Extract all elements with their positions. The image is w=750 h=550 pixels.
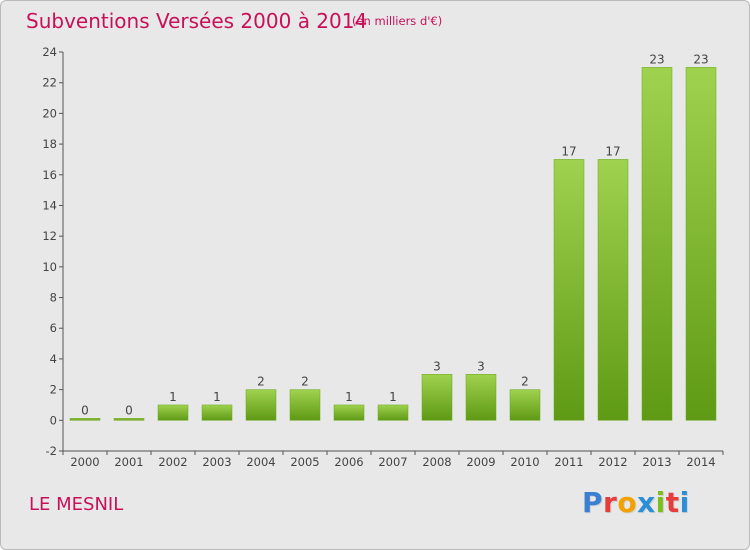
logo-letter: r [603,486,618,519]
labels-group: 0 0 1 1 2 2 1 1 3 3 2 17 17 23 23 [81,52,708,417]
x-tick-label: 2010 [510,455,539,469]
y-tick-label: 14 [42,198,57,212]
data-label: 1 [169,390,177,404]
bar [333,404,365,421]
data-label: 23 [693,52,708,66]
bars-group [69,67,717,421]
x-tick-label: 2003 [202,455,231,469]
data-label: 2 [301,375,309,389]
data-label: 0 [81,403,89,417]
y-tick-label: 4 [50,352,57,366]
y-tick-label: 22 [42,76,57,90]
bar [597,159,629,421]
x-tick-label: 2011 [554,455,583,469]
data-label: 17 [605,144,620,158]
y-tick-label: 6 [50,321,57,335]
y-tick-label: 24 [42,45,57,59]
bar [157,404,189,421]
x-tick-label: 2009 [466,455,495,469]
logo-letter: t [665,486,680,519]
logo-letter: i [655,486,666,519]
x-tick-label: 2002 [158,455,187,469]
chart-subtitle: (en milliers d'€) [352,14,443,28]
y-tick-label: 12 [42,229,57,243]
y-tick-label: 20 [42,106,57,120]
bar [465,374,497,421]
bar [509,389,541,421]
bar [113,418,145,421]
proxiti-logo: Proxiti [582,486,690,519]
x-tick-label: 2014 [686,455,715,469]
y-tick-label: 0 [50,413,57,427]
y-tick-label: 2 [50,383,57,397]
data-label: 0 [125,403,133,417]
data-label: 1 [389,390,397,404]
y-tick-label: 16 [42,168,57,182]
data-label: 23 [649,52,664,66]
logo-letter: x [637,486,656,519]
bar [289,389,321,421]
bar [377,404,409,421]
y-tick-label: -2 [46,444,57,458]
x-tick-label: 2000 [70,455,99,469]
y-tick-label: 10 [42,260,57,274]
x-tick-label: 2005 [290,455,319,469]
bar [553,159,585,421]
x-tick-label: 2001 [114,455,143,469]
data-label: 1 [213,390,221,404]
logo-letter: P [582,486,604,519]
data-label: 3 [433,359,441,373]
x-tick-label: 2013 [642,455,671,469]
x-tick-label: 2007 [378,455,407,469]
chart-title: Subventions Versées 2000 à 2014 [26,9,368,33]
x-tick-label: 2004 [246,455,275,469]
commune-name: LE MESNIL [29,494,124,515]
data-label: 17 [561,144,576,158]
data-label: 3 [477,359,485,373]
x-tick-label: 2012 [598,455,627,469]
bar [421,374,453,421]
bar [245,389,277,421]
data-label: 2 [521,375,529,389]
y-tick-label: 8 [50,291,57,305]
data-label: 1 [345,390,353,404]
bar [685,67,717,421]
data-label: 2 [257,375,265,389]
x-tick-label: 2008 [422,455,451,469]
logo-letter: o [617,486,638,519]
y-tick-label: 18 [42,137,57,151]
logo-letter: i [679,486,690,519]
x-tick-label: 2006 [334,455,363,469]
bar [201,404,233,421]
bar [641,67,673,421]
bar [69,418,101,421]
